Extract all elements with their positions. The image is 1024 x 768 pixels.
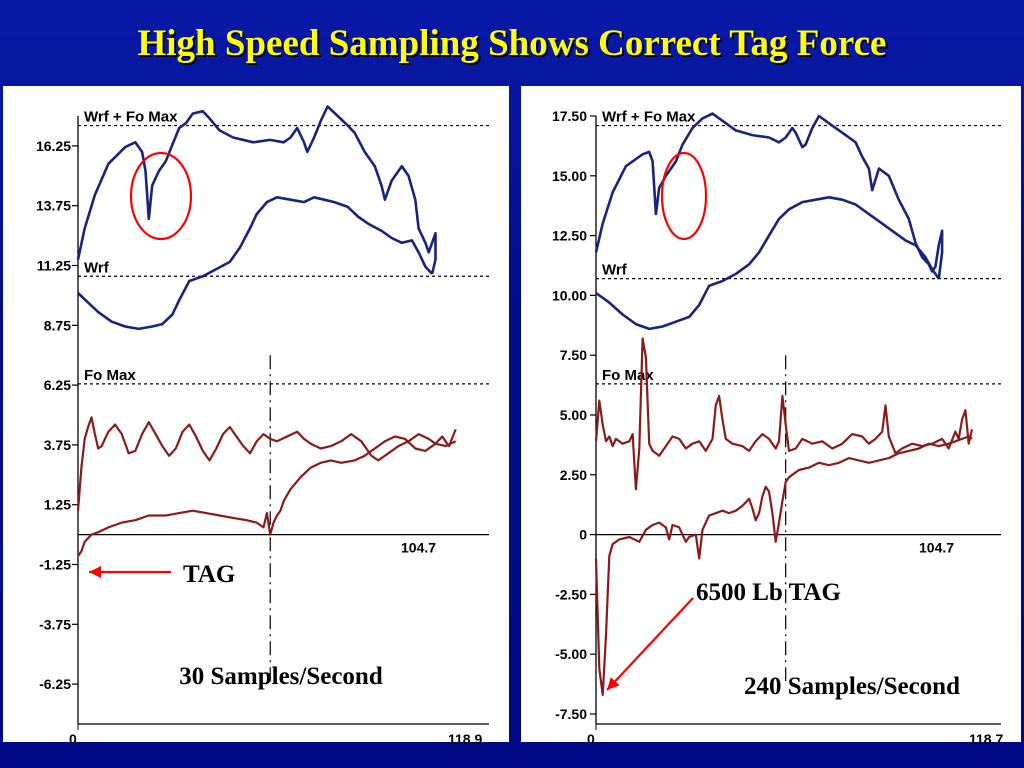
slide-title: High Speed Sampling Shows Correct Tag Fo… (137, 23, 887, 64)
x-tick-label: 0 (69, 731, 77, 747)
highlight-circle (129, 151, 193, 241)
y-tick-label: 6.25 (44, 377, 71, 393)
y-tick-label: -5.00 (555, 646, 587, 662)
series-force_upper (594, 337, 974, 491)
series-env_upper (594, 112, 944, 279)
y-tick-label: 0 (579, 527, 587, 543)
y-tick-label: 12.50 (552, 228, 587, 244)
reference-label: Fo Max (84, 367, 136, 384)
chart-left: 16.25 13.75 11.25 8.75 6.25 3.75 1.25 -1.25 -3.7… (36, 105, 489, 747)
reference-label: Wrf + Fo Max (84, 109, 178, 126)
y-tick-label: 7.50 (560, 347, 587, 363)
y-tick-label: -3.75 (39, 616, 71, 632)
series-env_lower (595, 196, 940, 331)
highlight-circle (660, 151, 708, 241)
x-tick-label: 118.7 (969, 731, 1003, 747)
reference-label: Wrf (84, 259, 110, 276)
tag-label: 6500 Lb TAG (696, 579, 841, 606)
series-env_lower (77, 196, 434, 331)
tag-arrow-line (606, 597, 694, 691)
y-tick-label: 11.25 (37, 258, 71, 274)
y-tick-label: 1.25 (44, 497, 71, 513)
reference-label: Wrf + Fo Max (602, 109, 696, 126)
zero-axis-label: 104.7 (401, 540, 436, 556)
chart-panel-left: 16.25 13.75 11.25 8.75 6.25 3.75 1.25 -1.25 -3.7… (3, 86, 509, 747)
y-tick-label: 17.50 (552, 108, 587, 124)
y-tick-label: -6.25 (39, 676, 71, 692)
zero-axis-label: 104.7 (919, 540, 954, 556)
sampling-rate-label: 240 Samples/Second (744, 673, 960, 700)
y-tick-label: 3.75 (44, 437, 71, 453)
sampling-rate-label: 30 Samples/Second (179, 663, 383, 690)
y-tick-label: 16.25 (36, 138, 71, 154)
y-tick-label: -1.25 (39, 557, 71, 573)
series-force_upper (76, 416, 457, 511)
y-tick-label: 15.00 (552, 168, 587, 184)
y-tick-label: 13.75 (36, 198, 71, 214)
y-tick-label: -7.50 (555, 706, 587, 722)
series-env_upper (76, 105, 437, 275)
x-tick-label: 118.9 (448, 731, 482, 747)
y-tick-label: 10.00 (552, 287, 587, 303)
x-tick-label: 0 (587, 731, 595, 747)
y-tick-label: -2.50 (555, 586, 587, 602)
reference-label: Wrf (602, 262, 628, 279)
y-tick-label: 2.50 (560, 467, 587, 483)
tag-arrowhead (607, 677, 620, 690)
chart-right: 17.50 15.00 12.50 10.00 7.50 5.00 2.50 0 -2.50 -5… (552, 108, 1004, 747)
chart-panel-right: 17.50 15.00 12.50 10.00 7.50 5.00 2.50 0 -2.50 -5… (521, 86, 1021, 747)
tag-label: TAG (183, 561, 235, 588)
y-tick-label: 8.75 (44, 317, 71, 333)
tag-arrowhead (89, 566, 101, 578)
series-force_lower (77, 435, 457, 557)
series-force_lower (594, 435, 973, 697)
y-tick-label: 5.00 (560, 407, 587, 423)
